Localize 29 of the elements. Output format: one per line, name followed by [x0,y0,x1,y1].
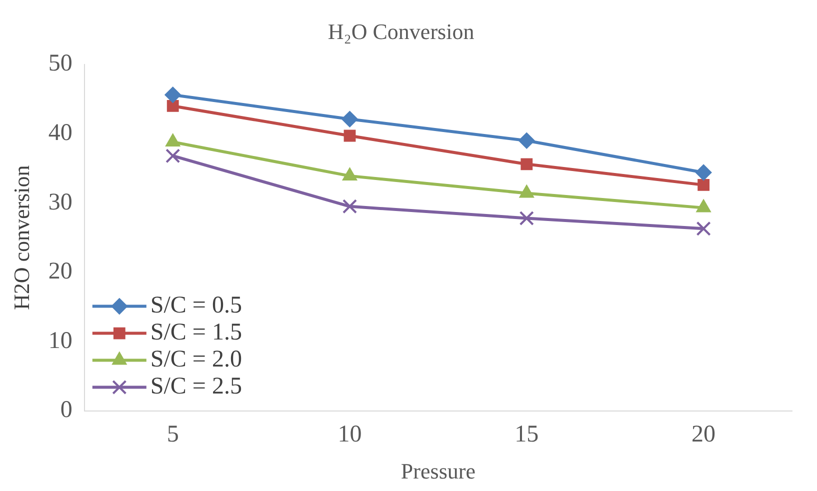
y-tick-label: 40 [48,120,72,146]
x-tick-label: 20 [692,421,716,448]
point [696,164,712,180]
y-tick-label: 30 [48,189,72,216]
point [342,111,358,128]
legend-label: S/C = 2.5 [150,374,242,400]
y-tick-label: 20 [48,258,72,285]
y-tick-label: 0 [60,397,72,424]
x-axis-title: Pressure [400,458,476,484]
chart-title: H₂O Conversion [328,18,474,44]
point [696,222,711,236]
y-axis-title: H2O conversion [8,165,34,310]
point [344,130,356,142]
point [342,199,357,214]
legend-label: S/C = 0.5 [150,292,242,319]
point [164,86,181,103]
y-tick-label: 10 [48,328,72,354]
point [518,132,535,149]
point [698,179,710,191]
y-tick-label: 50 [48,50,72,77]
legend-label: S/C = 1.5 [150,320,242,346]
x-tick-label: 5 [166,421,179,448]
x-tick-label: 15 [514,421,539,448]
point [166,100,179,112]
x-tick-label: 10 [338,421,362,448]
point [166,148,180,163]
legend-label: S/C = 2.0 [150,346,242,373]
point [520,158,533,170]
point [520,211,534,226]
